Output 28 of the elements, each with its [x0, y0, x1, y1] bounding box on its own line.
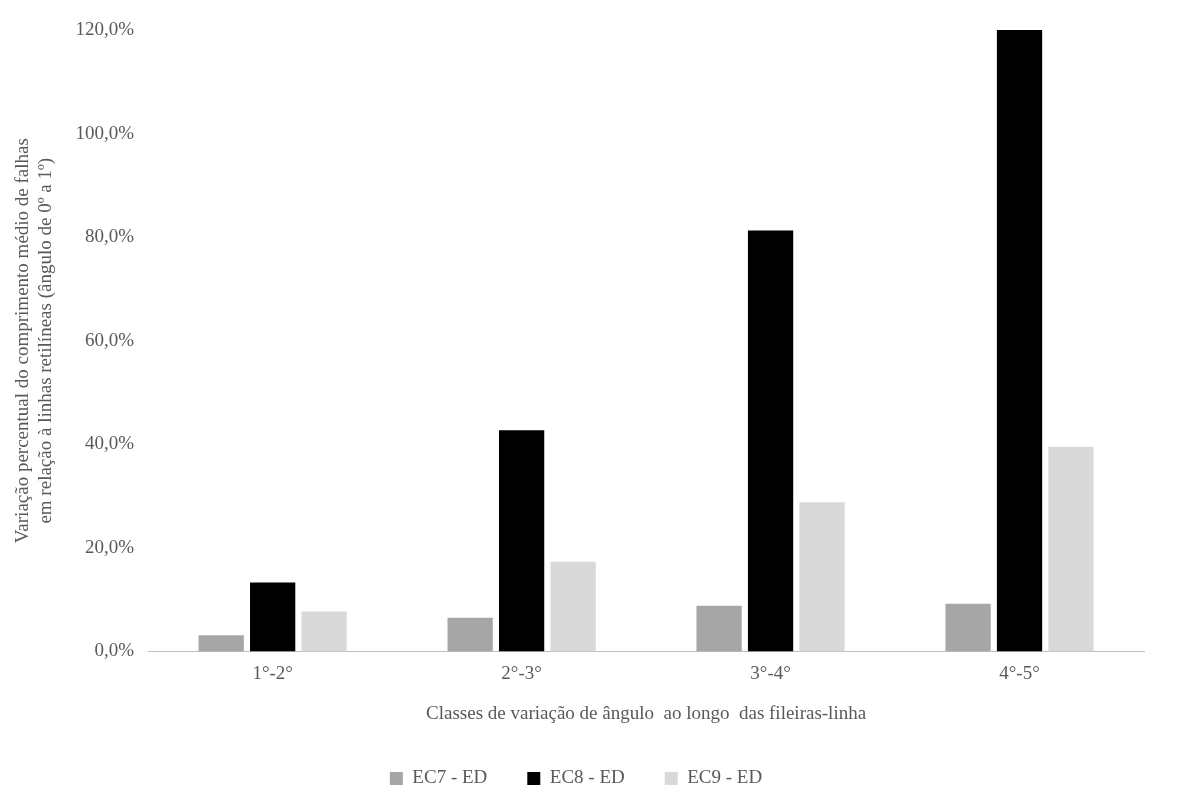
legend-label: EC8 - ED — [549, 766, 625, 788]
y-tick-label: 60,0% — [85, 328, 135, 350]
x-tick-label: 4°-5° — [999, 661, 1040, 683]
bar — [1048, 446, 1094, 652]
bar — [747, 230, 794, 652]
legend-label: EC7 - ED — [412, 766, 488, 788]
y-tick-label: 80,0% — [85, 225, 135, 247]
bar — [198, 635, 244, 652]
bar — [996, 30, 1043, 652]
x-tick-label: 1°-2° — [252, 661, 293, 683]
x-tick-label: 3°-4° — [750, 661, 791, 683]
bar — [799, 502, 845, 652]
bar — [696, 605, 742, 652]
y-tick-label: 0,0% — [94, 639, 135, 661]
bar — [301, 611, 347, 652]
y-tick-label: 120,0% — [75, 17, 135, 39]
x-axis-title: Classes de variação de ângulo ao longo das fileiras-linha — [426, 701, 867, 723]
bar — [250, 582, 296, 652]
bar — [498, 430, 545, 652]
y-axis-title: Variação percentual do comprimento médio de falhas em relação à linhas retilíneas (ângulo de 0º a 1º) — [11, 138, 57, 544]
legend-label: EC9 - ED — [687, 766, 763, 788]
bar — [447, 617, 493, 652]
y-tick-label: 40,0% — [85, 432, 135, 454]
bar — [550, 561, 596, 652]
y-tick-label: 100,0% — [75, 121, 135, 143]
x-tick-label: 2°-3° — [501, 661, 542, 683]
y-tick-label: 20,0% — [85, 535, 135, 557]
bar — [945, 603, 991, 652]
